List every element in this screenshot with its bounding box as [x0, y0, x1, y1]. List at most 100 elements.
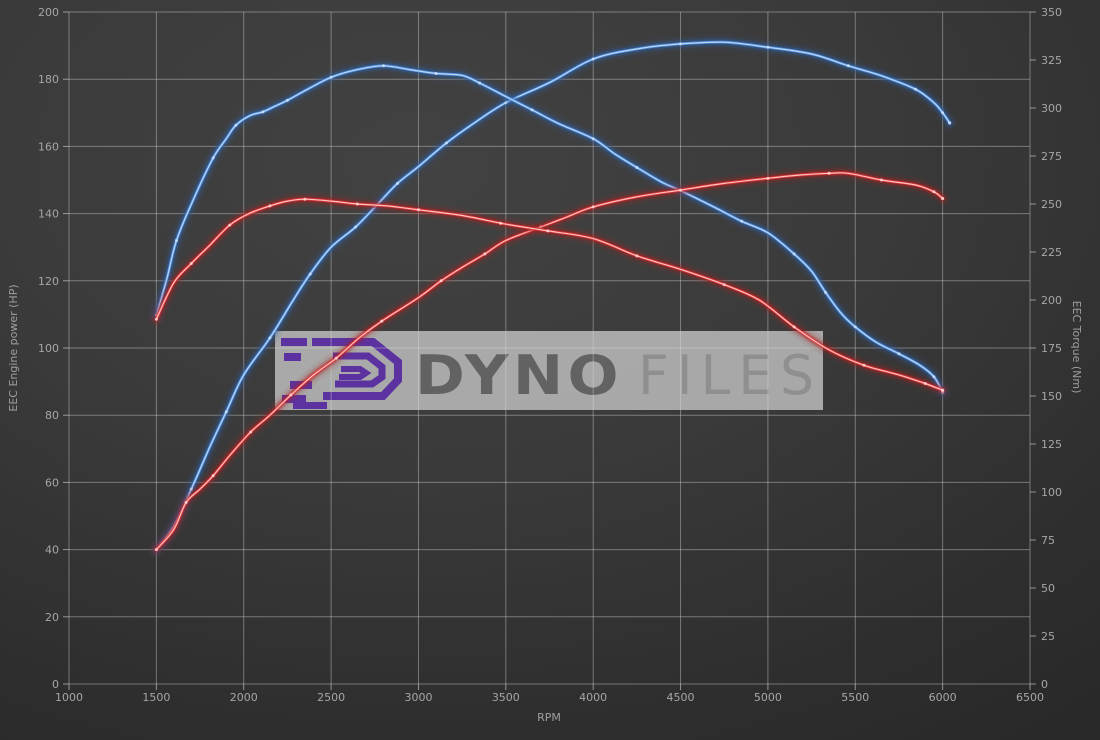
dynofiles-logo-icon: [281, 338, 402, 409]
data-point-marker: [591, 57, 595, 61]
x-tick-label: 1500: [142, 691, 170, 704]
data-point-marker: [932, 375, 936, 379]
data-point-marker: [941, 388, 945, 392]
data-point-marker: [434, 71, 438, 75]
right-y-tick-label: 350: [1041, 6, 1062, 19]
data-point-marker: [380, 319, 384, 323]
axis-tick-labels: 1000 1500 2000 2500 3000 3500 4000 4500 5000 5500…: [38, 6, 1062, 704]
data-point-marker: [853, 325, 857, 329]
x-tick-label: 3000: [404, 691, 432, 704]
x-tick-label: 5000: [754, 691, 782, 704]
left-y-tick-label: 200: [38, 6, 59, 19]
left-y-tick-label: 180: [38, 73, 59, 86]
data-point-marker: [289, 393, 293, 397]
data-point-marker: [382, 64, 386, 68]
data-point-marker: [530, 108, 534, 112]
data-point-marker: [184, 501, 188, 505]
right-y-tick-label: 50: [1041, 582, 1055, 595]
left-y-tick-label: 140: [38, 208, 59, 221]
x-tick-label: 2500: [317, 691, 345, 704]
right-y-tick-label: 200: [1041, 294, 1062, 307]
data-point-marker: [679, 188, 683, 192]
right-y-tick-label: 75: [1041, 534, 1055, 547]
data-point-marker: [862, 363, 866, 367]
right-axis-title: EEC Torque (Nm): [1070, 301, 1083, 394]
right-y-tick-label: 275: [1041, 150, 1062, 163]
data-point-marker: [539, 225, 543, 229]
left-y-tick-label: 60: [45, 476, 59, 489]
data-point-marker: [268, 336, 272, 340]
dynofiles-watermark: DYNO FILES: [275, 331, 823, 410]
data-point-marker: [416, 208, 420, 212]
data-point-marker: [932, 190, 936, 194]
data-point-marker: [308, 272, 312, 276]
data-point-marker: [499, 221, 503, 225]
data-point-marker: [224, 410, 228, 414]
data-point-marker: [249, 430, 253, 434]
right-y-tick-label: 25: [1041, 630, 1055, 643]
data-point-marker: [228, 223, 232, 227]
right-y-tick-label: 300: [1041, 102, 1062, 115]
series-power-blue: [148, 34, 958, 558]
x-tick-label: 3500: [492, 691, 520, 704]
data-point-marker: [679, 42, 683, 46]
data-point-marker: [154, 317, 158, 321]
data-point-marker: [766, 45, 770, 49]
data-point-marker: [211, 474, 215, 478]
x-tick-label: 6000: [929, 691, 957, 704]
data-point-marker: [740, 219, 744, 223]
data-point-marker: [154, 548, 158, 552]
data-point-marker: [546, 229, 550, 233]
right-y-tick-label: 125: [1041, 438, 1062, 451]
left-axis-title: EEC Engine power (HP): [7, 284, 20, 411]
right-y-tick-label: 100: [1041, 486, 1062, 499]
data-point-marker: [766, 176, 770, 180]
data-point-marker: [591, 137, 595, 141]
x-tick-label: 6500: [1016, 691, 1044, 704]
data-point-marker: [941, 196, 945, 201]
data-point-marker: [303, 197, 307, 201]
series-torque-blue: [148, 57, 951, 401]
series-torque-blue-curve: [155, 65, 944, 393]
right-y-tick-label: 250: [1041, 198, 1062, 211]
data-point-marker: [439, 279, 443, 283]
data-point-marker: [329, 75, 333, 79]
left-y-tick-label: 160: [38, 140, 59, 153]
data-point-marker: [824, 290, 828, 294]
data-point-marker: [174, 238, 178, 242]
data-point-marker: [355, 202, 359, 206]
data-point-marker: [879, 178, 883, 182]
series-torque-red: [148, 191, 951, 399]
left-y-tick-label: 20: [45, 611, 59, 624]
axis-ticks: [63, 11, 1036, 690]
left-y-tick-label: 0: [52, 678, 59, 691]
data-point-marker: [395, 181, 399, 185]
data-point-marker: [268, 204, 272, 208]
data-point-marker: [234, 123, 238, 127]
watermark-text-dyno: DYNO: [415, 344, 623, 407]
data-point-marker: [211, 156, 215, 160]
x-tick-label: 5500: [841, 691, 869, 704]
data-point-marker: [478, 81, 482, 85]
data-point-marker: [444, 141, 448, 145]
data-point-marker: [846, 64, 850, 68]
data-point-marker: [792, 325, 796, 329]
data-point-marker: [285, 98, 289, 102]
x-tick-label: 4500: [667, 691, 695, 704]
series-torque-red-curve: [155, 198, 944, 391]
series-power-blue-curve: [155, 41, 951, 551]
x-axis-title: RPM: [537, 711, 561, 724]
right-y-tick-label: 225: [1041, 246, 1062, 259]
data-point-marker: [941, 111, 945, 115]
right-y-tick-label: 0: [1041, 678, 1048, 691]
data-point-marker: [827, 171, 831, 175]
x-tick-label: 2000: [230, 691, 258, 704]
data-point-marker: [591, 205, 595, 209]
series-power-red: [148, 164, 951, 558]
left-y-tick-label: 120: [38, 275, 59, 288]
data-point-marker: [261, 110, 265, 114]
left-y-tick-label: 80: [45, 409, 59, 422]
data-point-marker: [923, 382, 927, 386]
data-point-marker: [189, 262, 193, 266]
